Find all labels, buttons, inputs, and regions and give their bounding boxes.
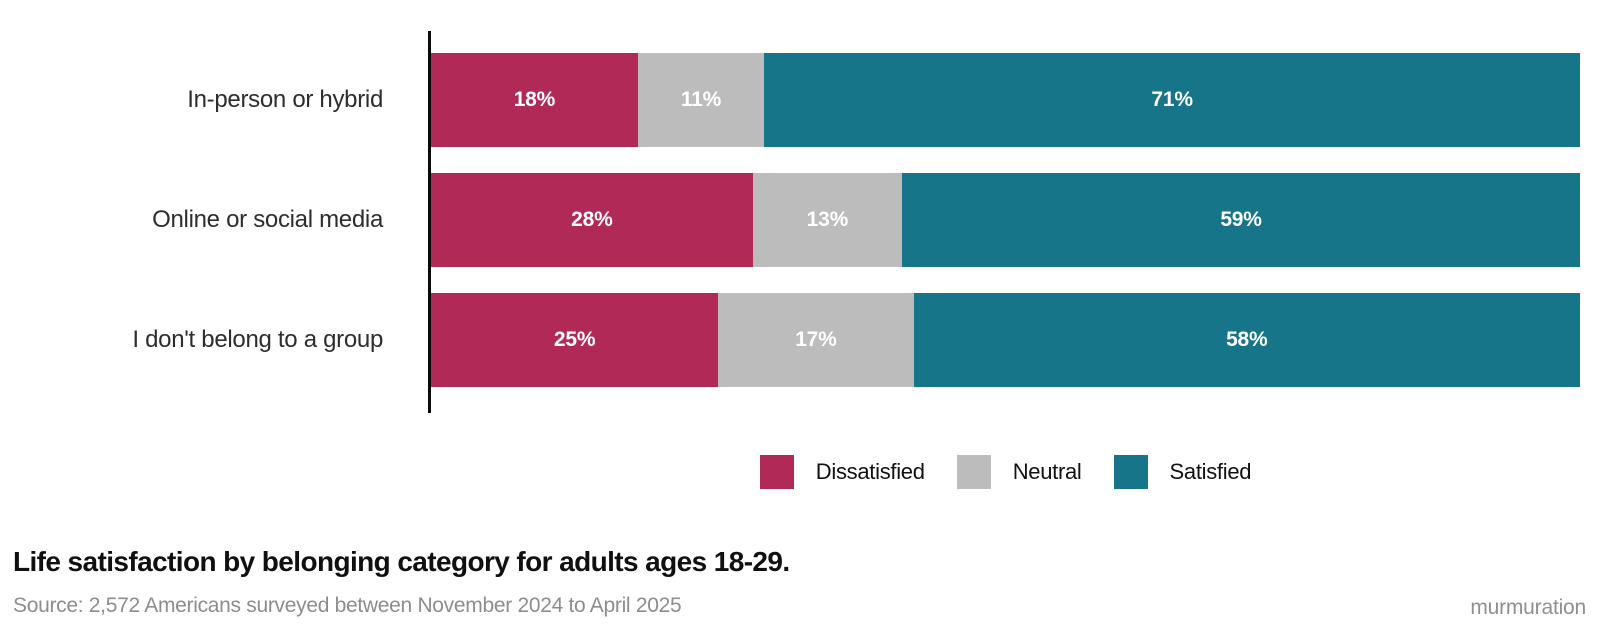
legend-swatch-neutral	[956, 455, 991, 489]
bar-segment-neutral: 11%	[637, 53, 765, 147]
y-axis-line	[428, 31, 431, 413]
bar-segment-dissatisfied: 28%	[431, 173, 753, 267]
legend-swatch-satisfied	[1113, 455, 1148, 489]
legend-swatch-dissatisfied	[759, 455, 794, 489]
bar-rows: In-person or hybrid 18% 11% 71% Online o…	[0, 53, 1580, 387]
category-label: I don't belong to a group	[132, 326, 383, 353]
bar-segment-neutral: 17%	[718, 293, 914, 387]
bar-segment-satisfied: 59%	[902, 173, 1580, 267]
bar-row-in-person: In-person or hybrid 18% 11% 71%	[0, 53, 1580, 147]
bar-segment-dissatisfied: 25%	[431, 293, 719, 387]
brand-wordmark: murmuration	[1470, 596, 1586, 619]
bar-row-no-group: I don't belong to a group 25% 17% 58%	[0, 293, 1580, 387]
bar-segment-neutral: 13%	[752, 173, 903, 267]
legend-item-neutral: Neutral	[956, 455, 1082, 489]
legend-label-neutral: Neutral	[1012, 459, 1082, 484]
bar-segment-dissatisfied: 18%	[431, 53, 638, 147]
bar-row-online: Online or social media 28% 13% 59%	[0, 173, 1580, 267]
legend: Dissatisfied Neutral Satisfied	[431, 455, 1580, 489]
legend-label-satisfied: Satisfied	[1169, 459, 1252, 484]
bar-segment-satisfied: 71%	[764, 53, 1580, 147]
chart-caption: Life satisfaction by belonging category …	[13, 546, 790, 577]
source-note: Source: 2,572 Americans surveyed between…	[13, 594, 682, 617]
legend-item-dissatisfied: Dissatisfied	[759, 455, 925, 489]
legend-label-dissatisfied: Dissatisfied	[815, 459, 925, 484]
stacked-bar: 28% 13% 59%	[431, 173, 1580, 267]
stacked-bar: 18% 11% 71%	[431, 53, 1580, 147]
stacked-bar: 25% 17% 58%	[431, 293, 1580, 387]
category-label: Online or social media	[152, 206, 383, 233]
category-label: In-person or hybrid	[187, 86, 383, 113]
bar-segment-satisfied: 58%	[913, 293, 1580, 387]
legend-item-satisfied: Satisfied	[1113, 455, 1252, 489]
